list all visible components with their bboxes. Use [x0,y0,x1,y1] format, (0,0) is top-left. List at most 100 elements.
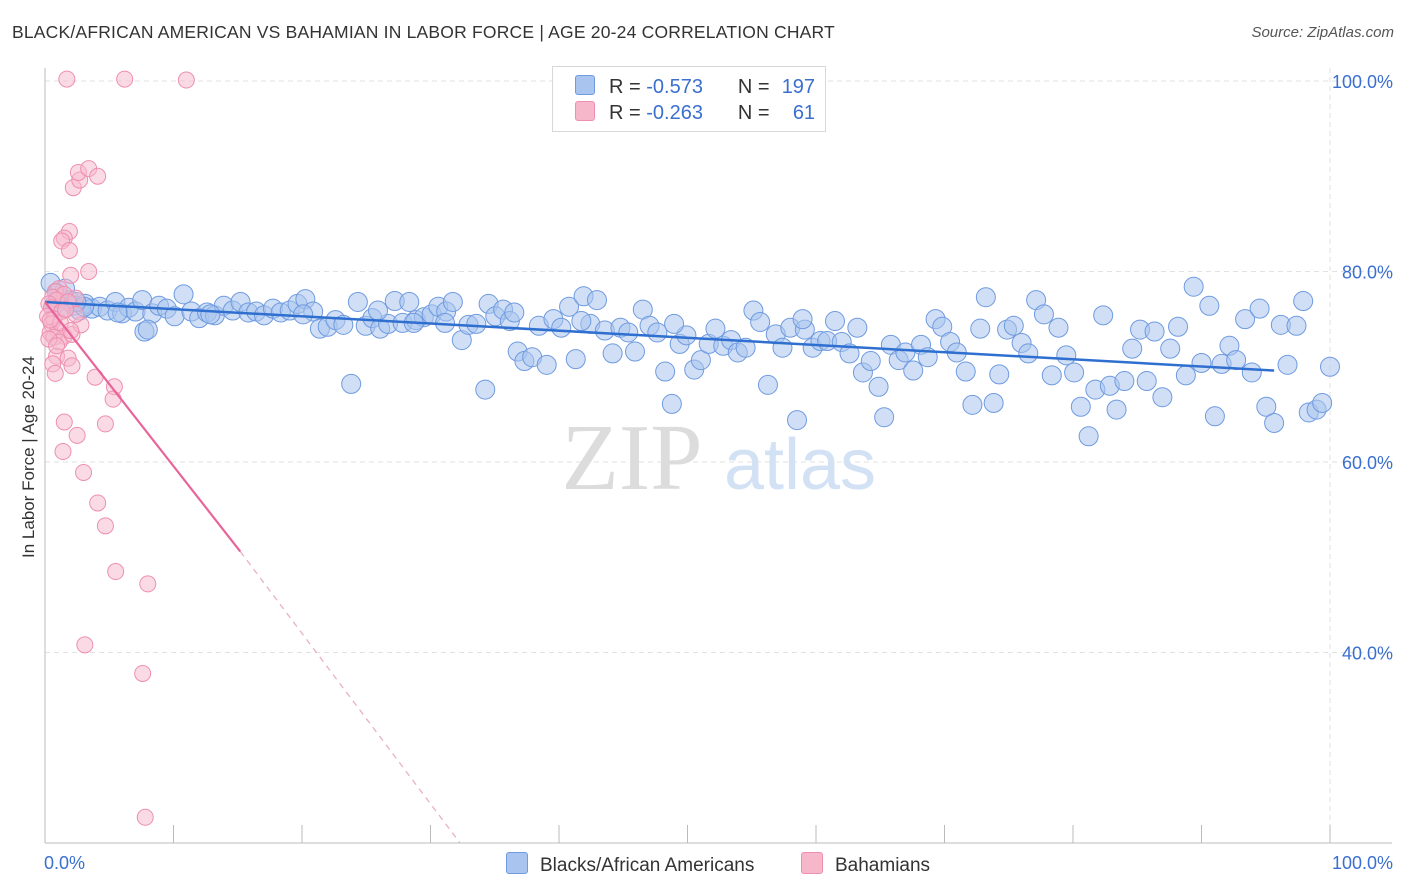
point-blacks [735,337,756,358]
point-blacks [860,351,881,372]
point-blacks [1070,396,1091,417]
point-blacks [824,311,845,332]
point-blacks [107,302,128,323]
legend-item-blacks[interactable]: Blacks/African Americans [506,852,754,877]
point-blacks [903,360,924,381]
point-blacks [1256,396,1277,417]
y-tick-label: 100.0% [1332,72,1393,92]
point-blacks [647,322,668,343]
point-blacks [442,291,463,312]
point-blacks [1144,321,1165,342]
chart-title: BLACK/AFRICAN AMERICAN VS BAHAMIAN IN LA… [12,22,835,42]
point-blacks [983,392,1004,413]
y-tick-label: 40.0% [1342,644,1393,664]
swatch-pink [575,101,595,121]
point-bahamians [134,664,152,682]
watermark: ZIP atlas [562,406,877,510]
stats-row-bahamians: R = -0.263 N = 61 [575,101,815,127]
point-blacks [750,311,771,332]
axes [44,68,1392,844]
point-blacks [1264,412,1285,433]
point-blacks [1168,316,1189,337]
point-blacks [655,361,676,382]
point-blacks [1191,352,1212,373]
point-bahamians [96,415,114,433]
point-blacks [1136,371,1157,392]
legend-label-bahamians: Bahamians [835,855,931,876]
point-blacks [586,290,607,311]
x-tick-label-min: 0.0% [44,853,85,873]
r-value: -0.573 [646,76,703,98]
n-label: N = [737,76,770,98]
point-blacks [293,304,314,325]
point-bahamians [139,575,157,593]
point-blacks [475,379,496,400]
point-blacks [847,317,868,338]
point-blacks [1183,276,1204,297]
point-blacks [571,311,592,332]
point-blacks [1078,426,1099,447]
point-bahamians [62,266,80,284]
point-blacks [975,287,996,308]
point-bahamians [54,443,72,461]
point-bahamians [68,426,86,444]
point-blacks [792,309,813,330]
trend-lines [44,300,1275,844]
n-label: N = [737,102,770,124]
watermark-zip: ZIP [562,406,703,510]
point-blacks [137,319,158,340]
n-value: 61 [792,102,816,124]
legend-swatch-pink [801,852,823,874]
point-blacks [1277,354,1298,375]
point-blacks [970,318,991,339]
point-bahamians [107,563,125,581]
point-bahamians [177,71,195,89]
point-blacks [1199,295,1220,316]
point-blacks [565,349,586,370]
point-blacks [1226,350,1247,371]
legend-swatch-blue [506,852,528,874]
point-blacks [1152,387,1173,408]
trendline-blacks [44,300,1275,372]
point-blacks [504,302,525,323]
point-blacks [1320,356,1340,377]
stats-legend: R = -0.573 N = 197 R = -0.263 N = 61 [552,66,826,132]
point-blacks [1093,305,1114,326]
series-bahamians-points [39,70,195,826]
point-blacks [399,291,420,312]
legend-item-bahamians[interactable]: Bahamians [801,852,930,877]
point-blacks [341,373,362,394]
point-blacks [1064,362,1085,383]
point-blacks [690,350,711,371]
point-bahamians [116,70,134,88]
point-blacks [200,304,221,325]
point-bahamians [55,413,73,431]
point-blacks [989,364,1010,385]
point-blacks [661,393,682,414]
point-blacks [1204,406,1225,427]
point-blacks [705,318,726,339]
point-bahamians [48,337,66,355]
point-blacks [1041,365,1062,386]
r-label: R = [609,76,641,98]
point-blacks [1235,309,1256,330]
point-blacks [347,291,368,312]
point-bahamians [76,636,94,654]
point-bahamians [58,70,76,88]
point-blacks [1249,298,1270,319]
point-blacks [1293,291,1314,312]
x-tick-label-max: 100.0% [1332,853,1393,873]
point-blacks [1106,399,1127,420]
stats-row-blacks: R = -0.573 N = 197 [575,75,815,101]
point-blacks [367,300,388,321]
swatch-blue [575,75,595,95]
y-tick-label: 60.0% [1342,453,1393,473]
point-blacks [676,325,697,346]
point-blacks [173,284,194,305]
trendline-bahamians-extension [239,551,461,844]
point-bahamians [104,390,122,408]
point-blacks [664,313,685,334]
trendline-bahamians [44,301,242,553]
tick-labels: 40.0% 60.0% 80.0% 100.0% 0.0% 100.0% [44,72,1393,873]
